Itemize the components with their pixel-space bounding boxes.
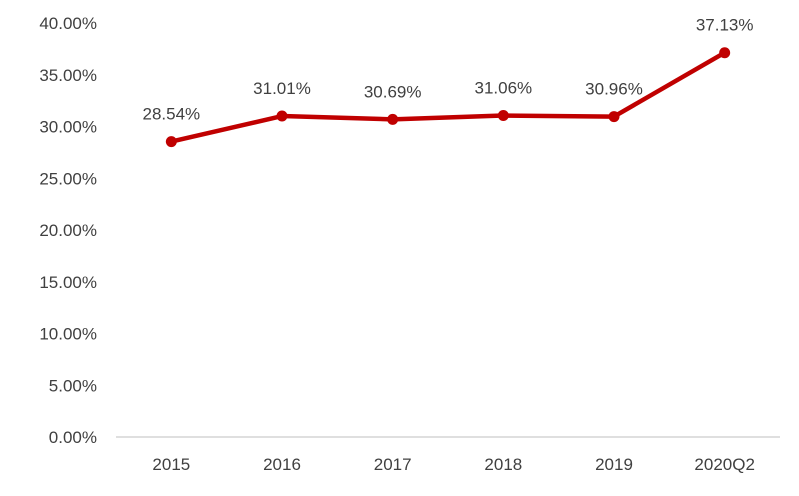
- data-point: [276, 110, 288, 122]
- y-tick-label: 25.00%: [39, 169, 97, 188]
- x-tick-label: 2020Q2: [694, 455, 755, 474]
- series-points: [165, 47, 731, 148]
- y-tick-label: 10.00%: [39, 325, 97, 344]
- data-point: [608, 111, 620, 123]
- data-labels: 28.54% 31.01% 30.69% 31.06% 30.96% 37.13%: [142, 16, 753, 124]
- y-tick-label: 5.00%: [49, 376, 97, 395]
- y-tick-label: 30.00%: [39, 118, 97, 137]
- y-tick-label: 15.00%: [39, 273, 97, 292]
- x-tick-label: 2018: [484, 455, 522, 474]
- data-point: [719, 47, 731, 59]
- data-label: 31.01%: [253, 79, 311, 98]
- y-tick-label: 0.00%: [49, 428, 97, 447]
- x-tick-label: 2016: [263, 455, 301, 474]
- x-tick-label: 2017: [374, 455, 412, 474]
- data-label: 31.06%: [474, 79, 532, 98]
- y-tick-label: 40.00%: [39, 14, 97, 33]
- x-tick-label: 2015: [152, 455, 190, 474]
- data-point: [497, 110, 509, 122]
- data-label: 30.69%: [364, 82, 422, 101]
- series-line: [169, 50, 727, 144]
- data-label: 37.13%: [696, 16, 754, 35]
- y-tick-label: 35.00%: [39, 66, 97, 85]
- y-tick-label: 20.00%: [39, 221, 97, 240]
- data-point: [165, 136, 177, 148]
- data-label: 30.96%: [585, 80, 643, 99]
- y-axis-tick-labels: 0.00% 5.00% 10.00% 15.00% 20.00% 25.00% 30.00%…: [39, 14, 97, 447]
- data-label: 28.54%: [142, 105, 200, 124]
- x-axis-tick-labels: 2015 2016 2017 2018 2019 2020Q2: [152, 455, 754, 474]
- data-point: [387, 113, 399, 125]
- x-tick-label: 2019: [595, 455, 633, 474]
